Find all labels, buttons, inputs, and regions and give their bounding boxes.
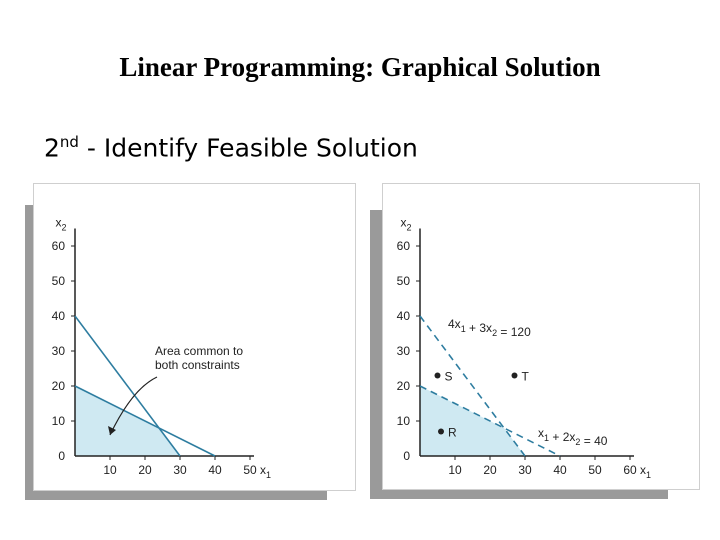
y-axis-label: x2	[55, 216, 66, 233]
solution-point	[434, 372, 441, 379]
y-tick-label: 0	[58, 449, 65, 463]
x-tick-label: 50	[588, 463, 602, 477]
x-tick-label: 30	[173, 463, 187, 477]
y-tick-label: 60	[52, 239, 66, 253]
y-tick-label: 10	[397, 414, 411, 428]
y-tick-label: 30	[397, 344, 411, 358]
annotation-text: both constraints	[155, 358, 240, 372]
feasible-region	[75, 386, 180, 456]
solution-point-label: T	[522, 370, 530, 384]
y-tick-label: 40	[397, 309, 411, 323]
x-tick-label: 40	[553, 463, 567, 477]
solution-point-label: S	[445, 370, 453, 384]
solution-point	[511, 372, 518, 379]
constraint-line	[419, 315, 526, 457]
solution-point	[438, 428, 444, 435]
subtitle-superscript: nd	[59, 133, 79, 151]
annotation-text: Area common to	[155, 344, 243, 358]
x-tick-label: 40	[208, 463, 222, 477]
x-tick-label: 30	[518, 463, 532, 477]
x-tick-label: 20	[483, 463, 497, 477]
constraint-line	[419, 385, 561, 457]
x-axis-label: x1	[640, 463, 651, 480]
subtitle-text: - Identify Feasible Solution	[78, 133, 418, 163]
slide-subtitle: 2nd - Identify Feasible Solution	[44, 133, 418, 162]
solution-point-label: R	[448, 426, 457, 440]
y-axis-label: x2	[400, 216, 411, 233]
x-tick-label: 60	[623, 463, 637, 477]
y-tick-label: 60	[397, 239, 411, 253]
constraint-label: 4x1 + 3x2 = 120	[448, 317, 531, 339]
annotation-arrowhead	[108, 426, 116, 435]
y-tick-label: 40	[52, 309, 66, 323]
y-tick-label: 50	[52, 274, 66, 288]
feasible-region	[420, 386, 525, 456]
y-tick-label: 10	[52, 414, 66, 428]
chart-panel-right: 0 10 20 30 40 50 60 10 20 30 40 50 60 x1 x2 4x1 + 3x2 =…	[362, 183, 702, 503]
constraint-line	[74, 315, 181, 457]
y-tick-label: 20	[52, 379, 66, 393]
chart-panel-left: 0 10 20 30 40 50 60 10 20 30 40 50 x1 x2 Area common t…	[25, 183, 357, 503]
x-tick-label: 10	[448, 463, 462, 477]
y-tick-label: 20	[397, 379, 411, 393]
constraint-line	[74, 385, 216, 457]
y-tick-label: 50	[397, 274, 411, 288]
subtitle-ordinal: 2	[44, 133, 60, 163]
x-axis-label: x1	[260, 463, 271, 480]
slide-title: Linear Programming: Graphical Solution	[119, 52, 601, 82]
x-tick-label: 20	[138, 463, 152, 477]
y-tick-label: 30	[52, 344, 66, 358]
x-tick-label: 10	[103, 463, 117, 477]
constraint-label: x1 + 2x2 = 40	[538, 426, 608, 448]
y-tick-label: 0	[403, 449, 410, 463]
x-tick-label: 50	[243, 463, 257, 477]
annotation-arrow	[109, 376, 158, 436]
